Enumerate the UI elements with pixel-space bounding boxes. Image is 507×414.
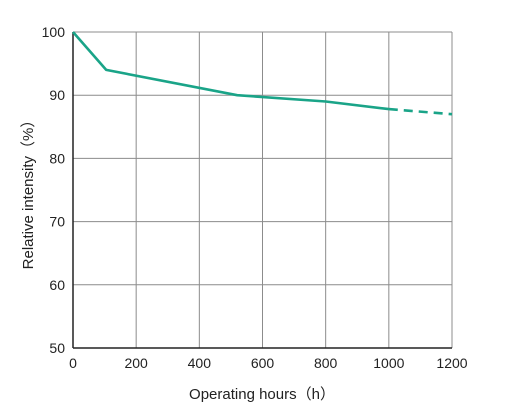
x-tick-label: 400 [188, 355, 212, 371]
x-tick-label: 200 [124, 355, 148, 371]
x-axis-title: Operating hours（h） [189, 386, 335, 403]
y-axis-title: Relative intensity（%） [20, 113, 37, 270]
series-line-solid [72, 31, 389, 111]
x-tick-label: 1200 [436, 355, 467, 371]
y-tick-label: 80 [49, 150, 65, 166]
y-tick-labels: 50 60 70 80 90 100 [42, 24, 66, 356]
x-tick-label: 600 [251, 355, 275, 371]
y-tick-label: 70 [49, 214, 65, 230]
x-tick-label: 1000 [373, 355, 404, 371]
series-line-dashed [388, 107, 453, 116]
grid [73, 31, 453, 348]
y-tick-label: 100 [42, 24, 66, 40]
y-tick-label: 60 [49, 277, 65, 293]
series-group [72, 31, 453, 116]
y-tick-label: 90 [49, 87, 65, 103]
x-tick-label: 0 [69, 355, 77, 371]
axes [72, 32, 452, 349]
y-tick-label: 50 [49, 340, 65, 356]
x-tick-label: 800 [314, 355, 338, 371]
x-tick-labels: 0 200 400 600 800 1000 1200 [69, 355, 468, 371]
